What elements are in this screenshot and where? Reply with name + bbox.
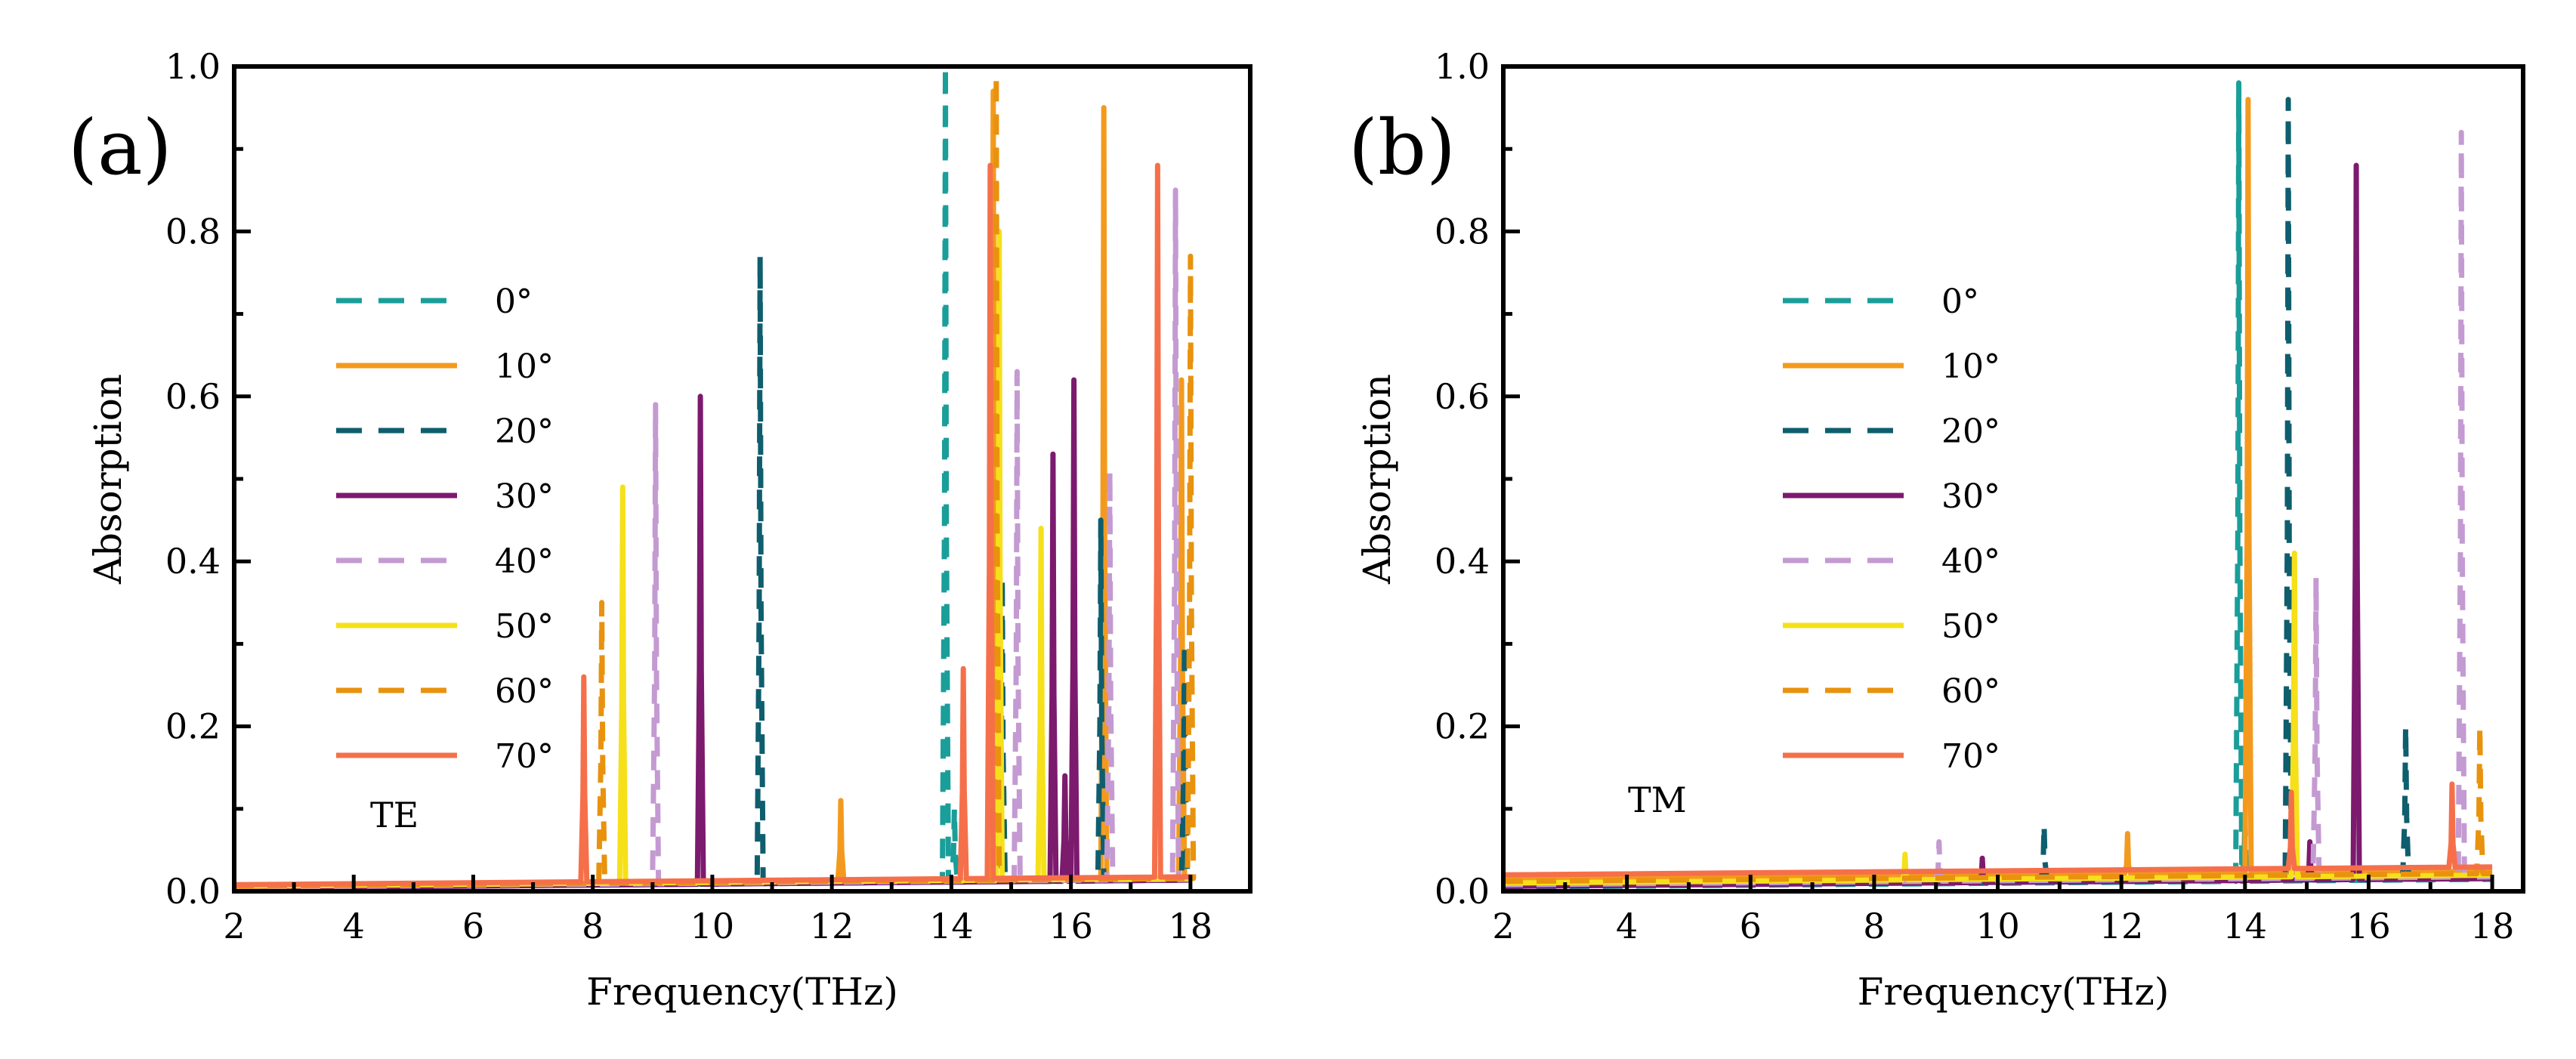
plot-area	[1503, 80, 2493, 890]
y-tick-label: 0.0	[165, 871, 221, 912]
legend-label: 30°	[1941, 477, 2000, 516]
polarization-mode-label: TM	[1628, 780, 1687, 820]
legend-label: 20°	[495, 412, 554, 451]
y-tick-label: 0.2	[1435, 706, 1490, 747]
x-tick-label: 10	[1975, 906, 2020, 946]
legend: 0° 10° 20° 30° 40° 50° 60° 70°	[336, 283, 554, 776]
y-tick-label: 0.0	[1435, 871, 1490, 912]
legend-label: 0°	[495, 283, 533, 321]
series-line-50deg	[1503, 550, 2493, 886]
y-tick-label: 0.4	[1435, 541, 1490, 582]
x-tick-label: 14	[2223, 906, 2268, 946]
y-tick-label: 1.0	[1435, 46, 1490, 87]
y-tick-label: 1.0	[165, 46, 221, 87]
series-line-70deg	[1503, 781, 2493, 878]
series-line-50deg	[233, 228, 1191, 889]
x-tick-label: 4	[343, 906, 365, 946]
plot-area	[233, 63, 1197, 891]
legend-label: 10°	[495, 347, 554, 386]
x-tick-label: 2	[1492, 906, 1514, 946]
y-tick-label: 0.4	[165, 541, 221, 582]
legend-label: 50°	[1941, 607, 2000, 646]
legend: 0° 10° 20° 30° 40° 50° 60° 70°	[1783, 283, 2000, 776]
series-line-10deg	[233, 88, 1191, 889]
panel-label: (a)	[68, 103, 172, 192]
legend-label: 70°	[1941, 737, 2000, 776]
x-tick-label: 8	[582, 906, 604, 946]
series-line-30deg	[1503, 162, 2493, 889]
legend-label: 60°	[495, 672, 554, 711]
x-tick-label: 16	[1049, 906, 1093, 946]
x-axis-title: Frequency(THz)	[1858, 970, 2170, 1014]
series-line-20deg	[233, 253, 1191, 891]
x-tick-label: 12	[810, 906, 854, 946]
polarization-mode-label: TE	[370, 795, 419, 835]
x-axis-title: Frequency(THz)	[586, 970, 898, 1014]
y-tick-label: 0.6	[1435, 376, 1490, 417]
legend-label: 60°	[1941, 672, 2000, 711]
x-tick-label: 14	[929, 906, 974, 946]
series-line-20deg	[1503, 97, 2493, 889]
legend-label: 40°	[1941, 542, 2000, 581]
panel-a-chart: 2 4 6 8 10 12 14 16 18 0.0 0.2 0.4 0.6 0.8 1.0 Frequenc…	[68, 46, 1252, 1014]
series-line-70deg	[233, 162, 1191, 888]
x-tick-label: 12	[2099, 906, 2144, 946]
series-line-40deg	[233, 187, 1191, 890]
y-tick-label: 0.2	[165, 706, 221, 747]
y-axis-title: Absorption	[86, 374, 130, 585]
legend-label: 70°	[495, 737, 554, 776]
legend-label: 50°	[495, 607, 554, 646]
y-axis-title: Absorption	[1355, 374, 1399, 585]
panel-label: (b)	[1348, 103, 1456, 192]
x-tick-label: 18	[1169, 906, 1213, 946]
y-tick-label: 0.8	[165, 211, 221, 252]
series-line-0deg	[233, 63, 1191, 890]
x-tick-label: 2	[223, 906, 245, 946]
x-tick-label: 16	[2346, 906, 2391, 946]
series-line-60deg	[1503, 724, 2493, 885]
x-tick-label: 18	[2470, 906, 2515, 946]
y-tick-label: 0.8	[1435, 211, 1490, 252]
legend-label: 30°	[495, 477, 554, 516]
plot-frame	[1501, 64, 2525, 894]
panel-b-chart: 2 4 6 8 10 12 14 16 18 0.0 0.2 0.4 0.6 0.8 1.0 Frequenc…	[1348, 46, 2525, 1014]
x-tick-label: 6	[462, 906, 484, 946]
legend-label: 10°	[1941, 347, 2000, 386]
x-tick-label: 10	[690, 906, 735, 946]
series-line-60deg	[233, 72, 1197, 889]
series-line-10deg	[1503, 97, 2493, 882]
x-tick-label: 4	[1616, 906, 1638, 946]
legend-label: 20°	[1941, 412, 2000, 451]
legend-label: 0°	[1941, 283, 1979, 321]
series-line-40deg	[1503, 129, 2493, 888]
x-tick-label: 6	[1740, 906, 1762, 946]
legend-label: 40°	[495, 542, 554, 581]
y-tick-label: 0.6	[165, 376, 221, 417]
x-tick-label: 8	[1863, 906, 1885, 946]
